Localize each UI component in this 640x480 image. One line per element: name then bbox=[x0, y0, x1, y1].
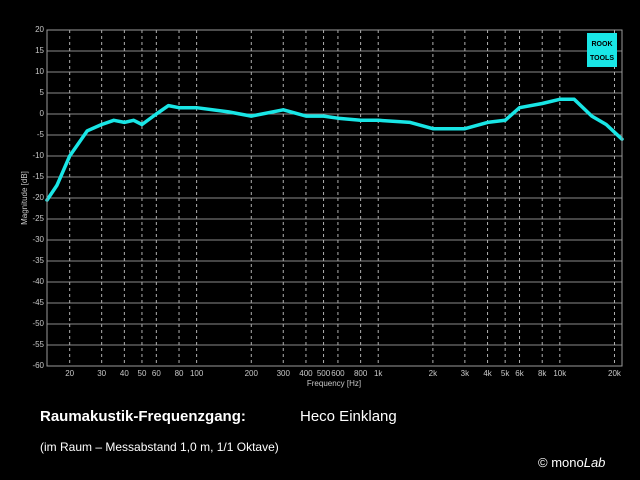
x-tick-label: 500 bbox=[317, 369, 331, 378]
caption-note: (im Raum – Messabstand 1,0 m, 1/1 Oktave… bbox=[40, 440, 279, 454]
y-tick-label: -50 bbox=[32, 319, 44, 328]
x-tick-label: 80 bbox=[175, 369, 184, 378]
y-tick-label: -35 bbox=[32, 256, 44, 265]
plot-frame bbox=[46, 29, 623, 367]
logo-text: ROOK bbox=[592, 41, 613, 48]
x-tick-label: 600 bbox=[331, 369, 345, 378]
y-axis-label: Magnitude [dB] bbox=[20, 171, 29, 225]
y-tick-label: -55 bbox=[32, 340, 44, 349]
y-tick-label: -15 bbox=[32, 172, 44, 181]
x-tick-label: 800 bbox=[354, 369, 368, 378]
logo-box bbox=[587, 33, 617, 67]
credit: © monoLab bbox=[538, 455, 605, 470]
x-tick-label: 30 bbox=[97, 369, 106, 378]
logo-text: TOOLS bbox=[590, 55, 614, 62]
x-tick-label: 5k bbox=[501, 369, 510, 378]
x-tick-label: 4k bbox=[483, 369, 492, 378]
y-tick-label: -10 bbox=[32, 151, 44, 160]
caption-title: Raumakustik-Frequenzgang: bbox=[40, 408, 246, 425]
y-tick-label: -25 bbox=[32, 214, 44, 223]
y-tick-label: -40 bbox=[32, 277, 44, 286]
credit-brand: Lab bbox=[584, 455, 606, 470]
x-tick-label: 1k bbox=[374, 369, 383, 378]
x-tick-label: 100 bbox=[190, 369, 204, 378]
y-tick-label: -45 bbox=[32, 298, 44, 307]
y-tick-label: -20 bbox=[32, 193, 44, 202]
x-tick-label: 50 bbox=[138, 369, 147, 378]
y-tick-label: 0 bbox=[40, 109, 45, 118]
y-tick-label: -30 bbox=[32, 235, 44, 244]
x-tick-label: 20k bbox=[608, 369, 622, 378]
x-tick-label: 300 bbox=[277, 369, 291, 378]
x-tick-label: 60 bbox=[152, 369, 161, 378]
plot-area: -60-55-50-45-40-35-30-25-20-15-10-505101… bbox=[32, 25, 624, 378]
x-axis-label: Frequency [Hz] bbox=[307, 379, 361, 388]
x-tick-label: 400 bbox=[299, 369, 313, 378]
x-tick-label: 8k bbox=[538, 369, 547, 378]
x-tick-label: 10k bbox=[553, 369, 567, 378]
credit-prefix: © mono bbox=[538, 455, 584, 470]
response-curve bbox=[45, 97, 624, 202]
x-tick-label: 20 bbox=[65, 369, 74, 378]
x-tick-label: 6k bbox=[515, 369, 524, 378]
y-tick-label: -60 bbox=[32, 361, 44, 370]
x-tick-label: 200 bbox=[245, 369, 259, 378]
y-tick-label: 10 bbox=[35, 67, 44, 76]
y-tick-label: 5 bbox=[40, 88, 45, 97]
y-tick-label: -5 bbox=[37, 130, 45, 139]
caption-name: Heco Einklang bbox=[300, 408, 397, 425]
y-tick-label: 20 bbox=[35, 25, 44, 34]
y-tick-label: 15 bbox=[35, 46, 44, 55]
x-tick-label: 40 bbox=[120, 369, 129, 378]
x-tick-label: 3k bbox=[461, 369, 470, 378]
x-tick-label: 2k bbox=[429, 369, 438, 378]
